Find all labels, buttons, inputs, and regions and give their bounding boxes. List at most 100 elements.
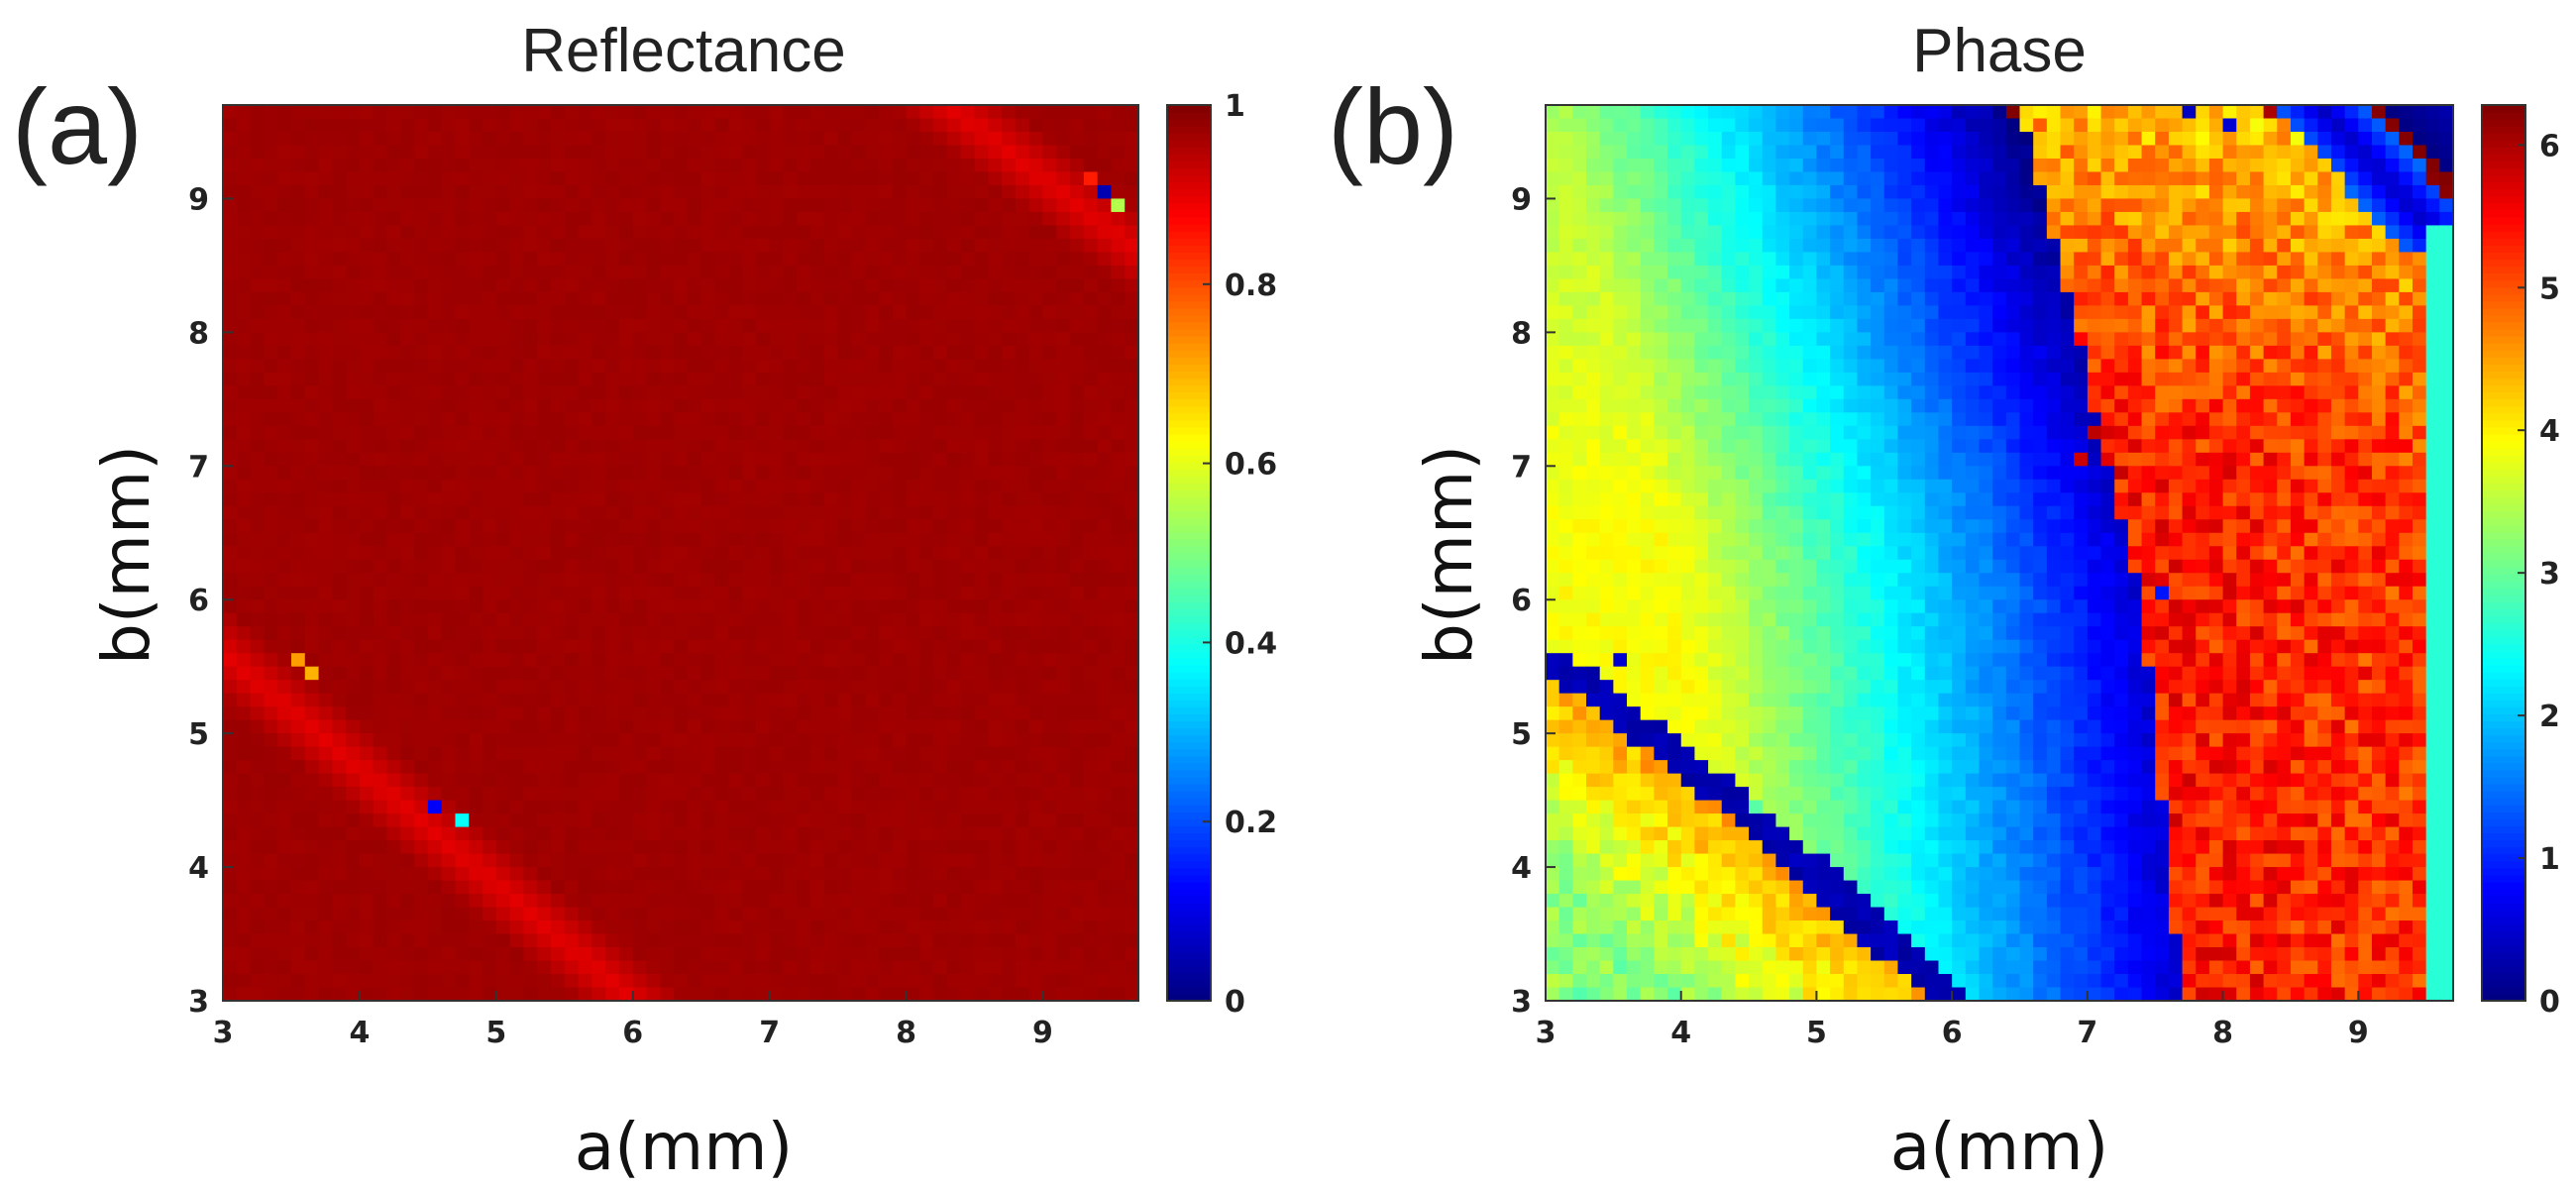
heatmap-cell-a xyxy=(359,171,375,186)
heatmap-cell-a xyxy=(660,987,675,1002)
heatmap-cell-a xyxy=(892,118,908,133)
heatmap-cell-a xyxy=(906,599,920,614)
heatmap-cell-a xyxy=(714,318,729,333)
heatmap-cell-a xyxy=(359,960,375,975)
heatmap-cell-a xyxy=(1125,826,1139,841)
heatmap-cell-a xyxy=(988,573,1003,588)
heatmap-cell-a xyxy=(523,706,538,721)
heatmap-cell-a xyxy=(318,706,333,721)
heatmap-cell-a xyxy=(1042,412,1057,427)
heatmap-cell-a xyxy=(906,626,920,641)
heatmap-cell-a xyxy=(660,372,675,386)
heatmap-cell-a xyxy=(946,158,962,173)
heatmap-cell-a xyxy=(332,760,347,775)
heatmap-cell-a xyxy=(769,813,785,828)
heatmap-cell-a xyxy=(1056,332,1071,347)
heatmap-cell-a xyxy=(550,145,566,160)
heatmap-cell-a xyxy=(564,947,580,962)
heatmap-cell-a xyxy=(974,853,989,868)
heatmap-cell-a xyxy=(687,265,702,279)
heatmap-cell-a xyxy=(1028,907,1044,921)
heatmap-cell-a xyxy=(578,439,592,454)
heatmap-cell-a xyxy=(851,573,866,588)
heatmap-cell-a xyxy=(1015,974,1030,989)
panel-a-colorbar-segment xyxy=(1167,720,1211,729)
heatmap-cell-b xyxy=(1667,105,1682,120)
heatmap-cell-a xyxy=(304,105,320,120)
heatmap-cell-a xyxy=(837,746,852,761)
heatmap-cell-a xyxy=(810,519,825,534)
heatmap-cell-a xyxy=(537,318,552,333)
heatmap-cell-a xyxy=(1028,492,1044,507)
heatmap-cell-a xyxy=(960,238,976,254)
heatmap-cell-a xyxy=(318,278,333,293)
heatmap-cell-a xyxy=(1002,867,1017,882)
heatmap-cell-a xyxy=(400,466,415,481)
panel-a-colorbar-segment xyxy=(1167,300,1211,309)
heatmap-cell-a xyxy=(946,546,962,561)
heatmap-cell-a xyxy=(509,894,524,909)
heatmap-cell-a xyxy=(523,532,538,547)
heatmap-cell-a xyxy=(742,639,757,654)
heatmap-cell-a xyxy=(851,599,866,614)
heatmap-cell-a xyxy=(988,826,1003,841)
heatmap-cell-a xyxy=(700,800,716,814)
heatmap-cell-a xyxy=(1125,198,1139,213)
heatmap-cell-a xyxy=(906,559,920,574)
heatmap-cell-a xyxy=(674,546,689,561)
heatmap-cell-b xyxy=(2222,158,2237,173)
heatmap-cell-a xyxy=(591,947,606,962)
heatmap-cell-a xyxy=(660,225,675,240)
heatmap-cell-a xyxy=(1070,800,1085,814)
heatmap-cell-a xyxy=(837,880,852,895)
heatmap-cell-a xyxy=(960,398,976,413)
heatmap-cell-a xyxy=(318,586,333,600)
heatmap-cell-a xyxy=(495,359,511,374)
heatmap-cell-a xyxy=(632,787,648,802)
heatmap-cell-a xyxy=(769,586,785,600)
heatmap-cell-a xyxy=(919,546,934,561)
heatmap-cell-a xyxy=(797,265,811,279)
heatmap-cell-a xyxy=(455,853,470,868)
heatmap-cell-b xyxy=(1721,105,1736,120)
heatmap-cell-a xyxy=(318,573,333,588)
heatmap-cell-a xyxy=(755,412,771,427)
heatmap-cell-b xyxy=(1599,118,1614,133)
heatmap-cell-a xyxy=(550,974,566,989)
heatmap-cell-a xyxy=(495,746,511,761)
heatmap-cell-a xyxy=(1042,813,1057,828)
heatmap-cell-a xyxy=(578,706,592,721)
heatmap-cell-b xyxy=(2222,131,2237,147)
heatmap-cell-b xyxy=(2263,118,2278,133)
heatmap-cell-a xyxy=(564,546,580,561)
heatmap-cell-a xyxy=(933,372,948,386)
heatmap-cell-a xyxy=(892,867,908,882)
heatmap-cell-a xyxy=(564,291,580,306)
heatmap-cell-a xyxy=(933,987,948,1002)
panel-a-colorbar-segment xyxy=(1167,531,1211,540)
heatmap-cell-a xyxy=(441,880,457,895)
heatmap-cell-a xyxy=(469,880,483,895)
heatmap-cell-a xyxy=(483,105,497,120)
heatmap-cell-a xyxy=(823,171,839,186)
heatmap-cell-a xyxy=(1002,265,1017,279)
heatmap-cell-b xyxy=(2141,131,2156,147)
heatmap-cell-a xyxy=(346,987,361,1002)
heatmap-cell-a xyxy=(264,372,278,386)
heatmap-cell-a xyxy=(919,733,934,748)
heatmap-cell-a xyxy=(1125,171,1139,186)
heatmap-cell-a xyxy=(550,559,566,574)
heatmap-cell-a xyxy=(277,573,292,588)
heatmap-cell-b xyxy=(2019,118,2034,133)
heatmap-cell-a xyxy=(1070,960,1085,975)
heatmap-cell-a xyxy=(755,439,771,454)
heatmap-cell-a xyxy=(618,265,634,279)
heatmap-cell-b xyxy=(1802,145,1818,160)
heatmap-cell-a xyxy=(865,680,880,695)
heatmap-cell-a xyxy=(277,198,292,213)
heatmap-cell-a xyxy=(892,693,908,707)
heatmap-cell-a xyxy=(960,733,976,748)
heatmap-cell-b xyxy=(2005,145,2021,160)
heatmap-cell-a xyxy=(837,666,852,681)
heatmap-cell-a xyxy=(974,479,989,493)
